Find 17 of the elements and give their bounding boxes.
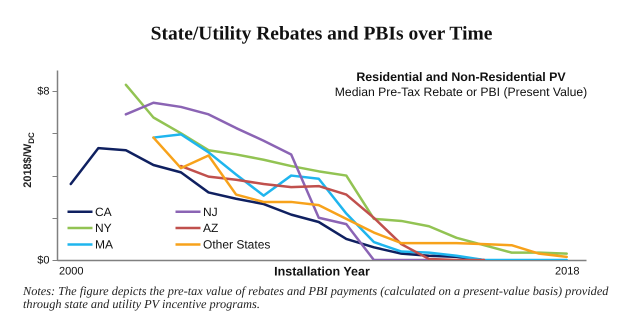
legend-label: CA [95, 204, 112, 219]
line-series [124, 101, 430, 260]
chart-title: State/Utility Rebates and PBIs over Time [150, 24, 493, 44]
line-series [180, 164, 486, 260]
legend-label: NJ [203, 204, 218, 219]
x-tick-label: 2000 [59, 266, 84, 278]
y-tick-label: $8 [37, 86, 50, 98]
annotation: Median Pre-Tax Rebate or PBI (Present Value) [334, 85, 588, 99]
x-tick-label: 2018 [554, 266, 580, 278]
legend-label: AZ [203, 221, 218, 235]
legend-label: NY [95, 221, 112, 235]
annotation: Residential and Non-Residential PV [356, 70, 566, 84]
legend-label: Other States [203, 238, 270, 252]
y-tick-label: $0 [37, 254, 50, 266]
x-axis-title: Installation Year [274, 264, 370, 278]
text: Notes: The figure depicts the pre-tax value of rebates and PBI payments (calculated on a present-value basis) provided through state and utility PV incentive programs. [23, 284, 610, 311]
legend-label: MA [95, 238, 113, 252]
